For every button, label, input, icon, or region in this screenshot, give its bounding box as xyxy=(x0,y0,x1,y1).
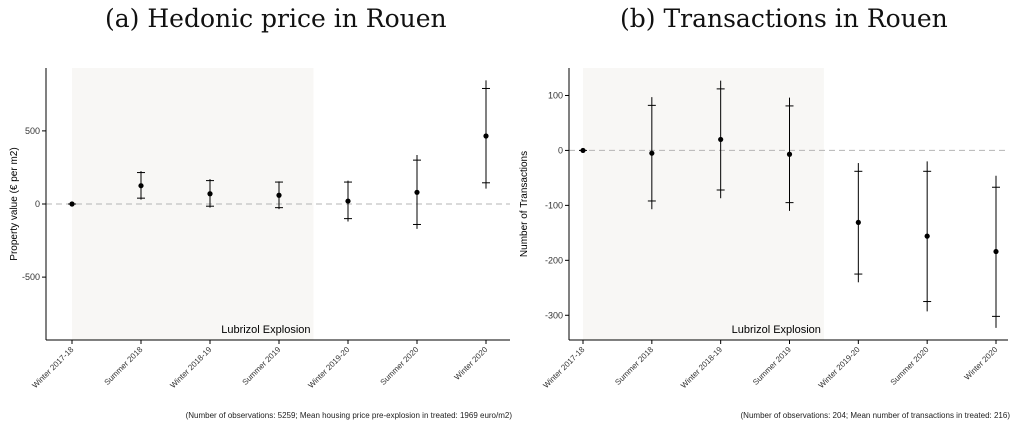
panel-a-point xyxy=(483,133,489,139)
panel-b-note: (Number of observations: 204; Mean numbe… xyxy=(740,411,1010,420)
panel-b-shaded-region xyxy=(583,68,824,340)
panel-b-x-tick-label: Summer 2020 xyxy=(889,345,931,387)
panel-a-point xyxy=(69,201,75,207)
panel-b-x-tick-label: Winter 2017-18 xyxy=(541,345,586,390)
panel-b-x-tick-label: Winter 2018-19 xyxy=(679,345,724,390)
panel-b-x-tick-label: Winter 2019-20 xyxy=(817,345,862,390)
panel-b-y-tick-label: -200 xyxy=(545,255,563,265)
panel-a-point xyxy=(414,189,420,195)
panel-a-point xyxy=(276,192,282,198)
panel-b-point xyxy=(580,147,586,154)
panel-a-y-tick-label: -500 xyxy=(22,272,40,282)
panel-a-shaded-region xyxy=(72,68,314,340)
panel-a-point xyxy=(207,191,213,197)
panel-b-explosion-label: Lubrizol Explosion xyxy=(732,324,821,336)
panel-a-point xyxy=(138,183,144,189)
panel-b-point xyxy=(924,233,930,239)
panel-b-point xyxy=(993,248,999,255)
panel-b-y-axis-label: Number of Transactions xyxy=(519,151,530,257)
panel-b-x-tick-label: Summer 2018 xyxy=(613,345,655,387)
panel-a-y-tick-label: 500 xyxy=(25,126,40,136)
panel-b-title: (b) Transactions in Rouen xyxy=(620,4,948,33)
panel-b-point xyxy=(649,150,655,156)
panel-b-y-tick-label: -100 xyxy=(545,200,563,210)
panel-b-point xyxy=(855,219,861,226)
panel-a-point xyxy=(345,198,351,204)
panel-a-note: (Number of observations: 5259; Mean hous… xyxy=(185,411,512,420)
panel-a-y-axis-label: Property value (€ per m2) xyxy=(9,147,20,260)
panel-a-y-tick-label: 0 xyxy=(35,199,40,209)
panel-b-y-tick-label: -300 xyxy=(545,310,563,320)
panel-b-x-tick-label: Summer 2019 xyxy=(751,345,793,387)
panel-b-y-tick-label: 100 xyxy=(548,90,563,100)
panel-b-y-tick-label: 0 xyxy=(558,145,563,155)
panel-a-title: (a) Hedonic price in Rouen xyxy=(105,4,447,33)
panel-b-point xyxy=(718,136,724,143)
panel-b-x-tick-label: Winter 2020 xyxy=(963,345,1000,382)
panel-a-explosion-label: Lubrizol Explosion xyxy=(221,324,310,336)
panel-b-point xyxy=(786,151,793,157)
